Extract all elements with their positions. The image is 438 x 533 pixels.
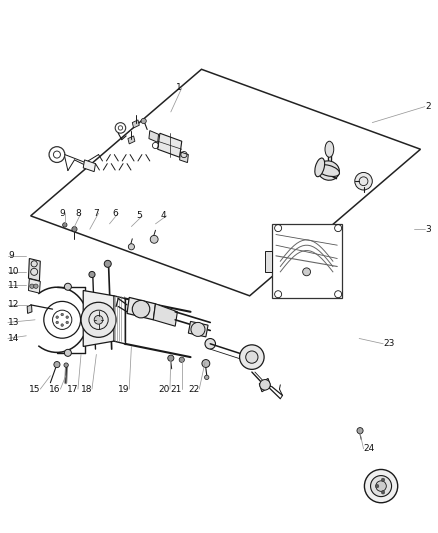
Text: 9: 9 — [8, 252, 14, 260]
Circle shape — [375, 484, 379, 488]
Circle shape — [56, 316, 59, 319]
Text: 15: 15 — [29, 385, 40, 393]
Polygon shape — [28, 279, 40, 293]
Circle shape — [260, 379, 270, 390]
Text: 16: 16 — [49, 385, 60, 393]
Circle shape — [205, 375, 209, 379]
Polygon shape — [158, 133, 182, 157]
Polygon shape — [27, 305, 32, 313]
Circle shape — [141, 118, 146, 124]
Polygon shape — [153, 304, 177, 326]
Circle shape — [132, 301, 150, 318]
Text: 14: 14 — [8, 334, 19, 343]
Ellipse shape — [317, 165, 339, 176]
Text: 21: 21 — [170, 385, 182, 393]
Circle shape — [64, 363, 68, 367]
Text: 5: 5 — [137, 212, 142, 220]
Circle shape — [246, 351, 258, 364]
Circle shape — [303, 268, 311, 276]
Circle shape — [34, 284, 38, 288]
Polygon shape — [83, 160, 95, 172]
Text: 7: 7 — [93, 209, 99, 217]
Text: 9: 9 — [59, 209, 65, 217]
Text: 13: 13 — [8, 318, 19, 327]
Circle shape — [376, 481, 386, 491]
Polygon shape — [149, 131, 159, 142]
Polygon shape — [265, 251, 272, 272]
Circle shape — [72, 227, 77, 232]
Circle shape — [66, 316, 68, 319]
Circle shape — [371, 475, 392, 497]
Text: 20: 20 — [159, 385, 170, 393]
Text: 3: 3 — [425, 225, 431, 233]
Polygon shape — [272, 224, 342, 298]
Circle shape — [64, 349, 71, 357]
Text: 19: 19 — [118, 385, 129, 393]
Ellipse shape — [318, 161, 339, 180]
Circle shape — [54, 361, 60, 368]
Circle shape — [355, 173, 372, 190]
Circle shape — [94, 316, 103, 324]
Polygon shape — [180, 152, 188, 163]
Text: 12: 12 — [8, 301, 19, 309]
Circle shape — [61, 324, 64, 326]
Polygon shape — [28, 259, 40, 281]
Polygon shape — [259, 378, 271, 392]
Polygon shape — [128, 136, 135, 144]
Text: 22: 22 — [188, 385, 199, 393]
Circle shape — [357, 427, 363, 434]
Text: 11: 11 — [8, 281, 19, 289]
Text: 4: 4 — [161, 212, 166, 220]
Circle shape — [56, 321, 59, 324]
Text: 17: 17 — [67, 385, 78, 393]
Text: 18: 18 — [81, 385, 92, 393]
Polygon shape — [132, 120, 139, 128]
Circle shape — [364, 470, 398, 503]
Circle shape — [64, 283, 71, 290]
Circle shape — [30, 284, 34, 288]
Ellipse shape — [325, 141, 334, 157]
Circle shape — [104, 260, 111, 268]
Text: 23: 23 — [383, 340, 395, 348]
Circle shape — [150, 236, 158, 243]
Text: 2: 2 — [425, 102, 431, 111]
Text: 1: 1 — [176, 84, 182, 92]
Polygon shape — [188, 321, 208, 337]
Text: 6: 6 — [113, 209, 118, 217]
Circle shape — [81, 302, 116, 337]
Circle shape — [63, 223, 67, 227]
Circle shape — [128, 244, 134, 250]
Circle shape — [381, 490, 385, 494]
Circle shape — [89, 271, 95, 278]
Circle shape — [202, 360, 210, 367]
Circle shape — [168, 355, 174, 361]
Circle shape — [240, 345, 264, 369]
Text: 8: 8 — [75, 209, 81, 217]
Polygon shape — [83, 290, 114, 346]
Text: 10: 10 — [8, 268, 19, 276]
Circle shape — [66, 321, 68, 324]
Circle shape — [381, 478, 385, 482]
Polygon shape — [31, 69, 420, 296]
Circle shape — [179, 357, 184, 362]
Ellipse shape — [315, 158, 325, 177]
Circle shape — [191, 322, 205, 336]
Polygon shape — [127, 297, 155, 320]
Circle shape — [205, 338, 215, 349]
Circle shape — [61, 313, 64, 316]
Text: 24: 24 — [364, 445, 375, 453]
